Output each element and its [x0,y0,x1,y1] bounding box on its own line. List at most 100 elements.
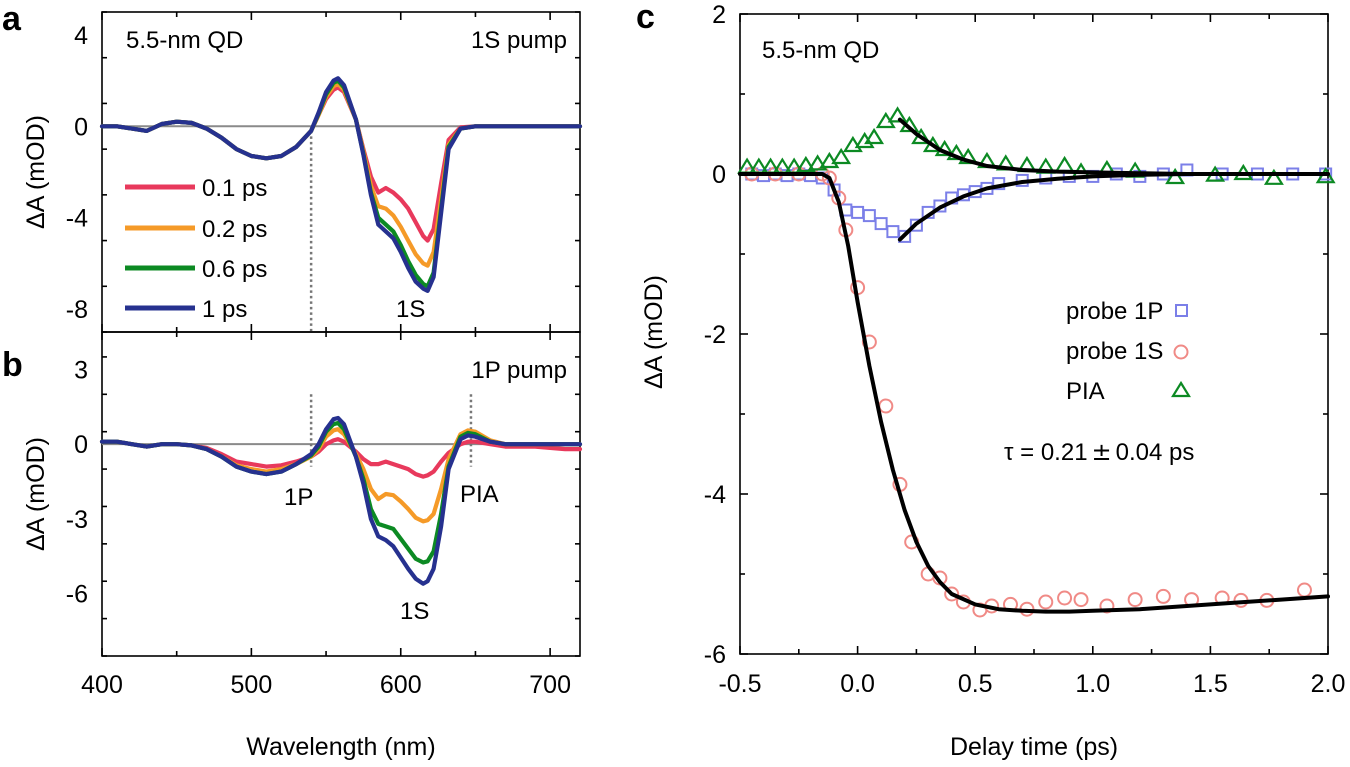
c-xtick-label: 1.0 [1075,670,1110,698]
point-probe-1s [944,586,960,602]
c-fit-pia-curve [897,117,1330,176]
a-series-0.2ps [99,81,583,268]
legend-marker-probe-1p [1175,304,1188,317]
tau-pm: ± [1092,438,1112,466]
c-fit-1p-curve [897,172,1330,242]
panel-b-peak-pia: PIA [460,481,499,508]
panel-c-fit-curves [738,117,1330,614]
point-probe-1s [1099,598,1115,614]
panel-b-series [99,415,583,586]
c-xtick-label: 2.0 [1311,670,1346,698]
a-ytick-label: 4 [74,22,88,50]
panel-c-legend: probe 1P probe 1S PIA [1066,298,1191,405]
a-ytick-label: -8 [66,296,88,324]
point-probe-1s [878,398,894,414]
point-probe-1s [821,170,837,186]
b-series-1ps [99,415,583,586]
c-ytick-label: 0 [712,161,726,189]
legend-label-0.6ps: 0.6 ps [202,256,267,283]
panel-a-y-ticks: -8 -4 0 4 [66,11,580,333]
point-probe-1s [1057,590,1073,606]
c-xtick-label: 0.5 [958,670,993,698]
point-probe-1p [874,217,888,231]
panel-a-x-ticks [101,12,551,332]
panel-c-y-axis-label: ΔA (mOD) [640,275,668,389]
point-probe-1p [886,225,900,239]
point-pia [946,143,967,161]
a-series-0.1ps [99,85,583,243]
point-probe-1s [1296,582,1312,598]
panel-a-y-axis-label: ΔA (mOD) [22,115,50,229]
legend-label-pia: PIA [1066,378,1105,405]
point-pia [958,147,979,165]
panel-b-peak-1s: 1S [400,598,429,625]
c-ytick-label: -6 [704,641,726,669]
panel-a-series [99,76,583,293]
point-probe-1p [851,205,865,219]
point-pia [831,147,852,165]
panel-b-x-ticks: 400 500 600 700 [81,332,571,699]
point-pia [887,106,908,123]
panel-c-x-ticks: -0.5 0.0 0.5 1.0 1.5 2.0 [718,14,1345,698]
point-probe-1s [1038,594,1054,610]
point-probe-1s [1073,592,1089,608]
panel-c-frame [739,13,1329,655]
panel-b-pump-label: 1P pump [471,357,567,384]
point-pia [864,127,885,145]
panel-c-data-points [737,106,1336,618]
point-pia [819,151,840,169]
panel-b-guide-lines [309,394,473,467]
panel-a-frame [101,11,581,333]
a-ytick-label: -4 [66,205,88,233]
b-ytick-label: -6 [66,581,88,609]
point-pia [1263,168,1284,185]
point-pia [1165,167,1186,185]
c-xtick-label: -0.5 [718,670,761,698]
b-ytick-label: 0 [74,431,88,459]
b-xtick-label: 500 [231,671,273,699]
panel-b-y-ticks: -6 -3 0 3 [66,356,580,657]
point-probe-1s [861,334,877,350]
point-probe-1s [1155,588,1171,604]
c-ytick-label: -4 [704,481,726,509]
legend-label-0.1ps: 0.1 ps [202,175,267,202]
c-ytick-label: -2 [704,321,726,349]
b-xtick-label: 600 [380,671,422,699]
panel-a-legend: 0.1 ps 0.2 ps 0.6 ps 1 ps [125,175,267,323]
b-ytick-label: 3 [74,356,88,384]
legend-marker-probe-1s [1173,344,1189,360]
panel-c-tau-annotation: τ = 0.21 ±0.04 ps [1004,438,1194,466]
panel-a: -8 -4 0 4 a 5.5-nm QD 1S pump 1S 0.1 ps 0.2… [2,0,583,333]
panel-c-label: c [636,0,655,36]
a-ytick-label: 0 [74,113,88,141]
legend-label-1ps: 1 ps [202,296,247,323]
panel-c: -6 -4 -2 0 2 -0.5 0.0 0.5 1.0 1.5 2.0 c 5.5-nm QD… [636,0,1345,761]
point-pia [807,154,828,171]
point-probe-1p [898,229,912,243]
panel-ab-x-axis-label: Wavelength (nm) [246,733,435,761]
panel-a-label: a [2,0,22,38]
point-pia [842,135,863,153]
c-xtick-label: 0.0 [840,670,875,698]
panel-a-peak-1s: 1S [396,296,425,323]
c-ytick-label: 2 [712,1,726,29]
panel-b-label: b [2,346,23,384]
panel-c-x-axis-label: Delay time (ps) [950,733,1118,761]
panel-b-frame [101,331,581,657]
c-xtick-label: 1.5 [1193,670,1228,698]
b-xtick-label: 700 [529,671,571,699]
b-xtick-label: 400 [81,671,123,699]
panel-b: -6-303 400 500 600 700 b 1P pump 1P 1S PIA … [2,331,583,761]
point-pia [795,155,816,173]
a-series-1ps [99,76,583,293]
panel-c-y-ticks: -6 -4 -2 0 2 [704,1,1328,669]
point-probe-1s [1127,592,1143,608]
legend-label-0.2ps: 0.2 ps [202,216,267,243]
point-pia [1054,155,1075,173]
panel-c-sample-label: 5.5-nm QD [762,37,879,64]
legend-label-probe-1s: probe 1S [1066,338,1163,365]
point-probe-1p [909,218,923,232]
point-probe-1p [862,209,876,223]
tau-error: 0.04 ps [1116,439,1195,466]
